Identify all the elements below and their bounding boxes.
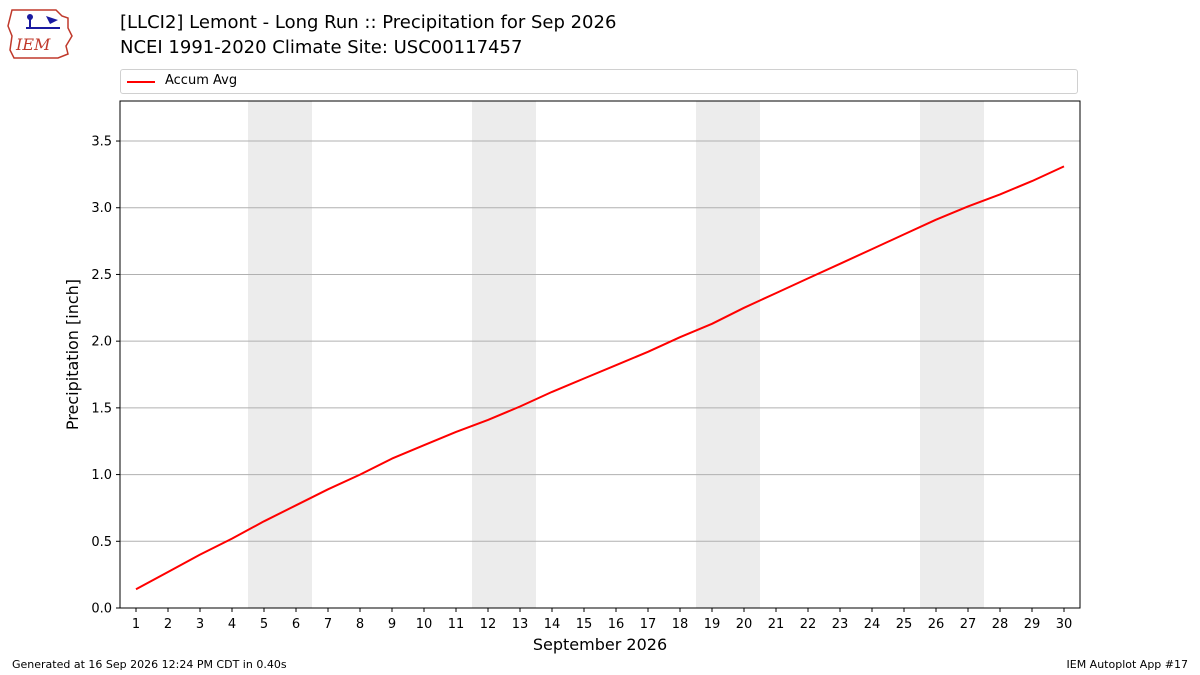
x-tick-label: 15 — [576, 617, 593, 632]
y-tick-label: 1.0 — [91, 468, 112, 483]
x-tick-label: 6 — [292, 617, 300, 632]
weekend-band — [920, 101, 984, 608]
logo-text: IEM — [15, 35, 51, 54]
x-tick-label: 25 — [896, 617, 913, 632]
legend-swatch — [127, 81, 155, 83]
y-tick-label: 2.0 — [91, 335, 112, 350]
x-tick-label: 27 — [960, 617, 977, 632]
x-tick-label: 11 — [448, 617, 465, 632]
chart-subtitle: NCEI 1991-2020 Climate Site: USC00117457 — [120, 37, 523, 58]
x-tick-label: 10 — [416, 617, 433, 632]
x-tick-label: 24 — [864, 617, 881, 632]
weekend-band — [472, 101, 536, 608]
iem-logo: IEM — [7, 9, 73, 59]
x-tick-label: 4 — [228, 617, 236, 632]
x-tick-label: 12 — [480, 617, 497, 632]
x-tick-label: 20 — [736, 617, 753, 632]
x-tick-label: 26 — [928, 617, 945, 632]
x-tick-label: 28 — [992, 617, 1009, 632]
x-tick-label: 1 — [132, 617, 140, 632]
x-tick-label: 21 — [768, 617, 785, 632]
y-tick-label: 3.0 — [91, 201, 112, 216]
legend-label: Accum Avg — [165, 73, 238, 88]
x-tick-label: 7 — [324, 617, 332, 632]
x-tick-label: 18 — [672, 617, 689, 632]
chart-title: [LLCI2] Lemont - Long Run :: Precipitati… — [120, 12, 617, 33]
weekend-band — [696, 101, 760, 608]
x-tick-label: 16 — [608, 617, 625, 632]
weekend-band — [248, 101, 312, 608]
y-tick-label: 2.5 — [91, 268, 112, 283]
x-tick-label: 29 — [1024, 617, 1041, 632]
y-tick-label: 0.0 — [91, 602, 112, 617]
y-tick-label: 0.5 — [91, 535, 112, 550]
generated-timestamp: Generated at 16 Sep 2026 12:24 PM CDT in… — [12, 658, 287, 671]
x-tick-label: 23 — [832, 617, 849, 632]
app-label: IEM Autoplot App #17 — [1066, 658, 1189, 671]
x-tick-label: 30 — [1056, 617, 1073, 632]
y-tick-label: 3.5 — [91, 135, 112, 150]
x-tick-label: 5 — [260, 617, 268, 632]
y-axis-label: Precipitation [inch] — [63, 279, 82, 430]
y-tick-label: 1.5 — [91, 401, 112, 416]
series-line — [135, 165, 1065, 591]
x-tick-label: 2 — [164, 617, 172, 632]
x-tick-label: 8 — [356, 617, 364, 632]
x-tick-label: 19 — [704, 617, 721, 632]
x-tick-label: 13 — [512, 617, 529, 632]
x-tick-label: 3 — [196, 617, 204, 632]
x-axis-label: September 2026 — [533, 635, 667, 654]
x-tick-label: 17 — [640, 617, 657, 632]
legend: Accum Avg — [120, 69, 1078, 94]
x-tick-label: 22 — [800, 617, 817, 632]
plot-frame — [119, 100, 1081, 609]
x-tick-label: 9 — [388, 617, 396, 632]
x-tick-label: 14 — [544, 617, 561, 632]
